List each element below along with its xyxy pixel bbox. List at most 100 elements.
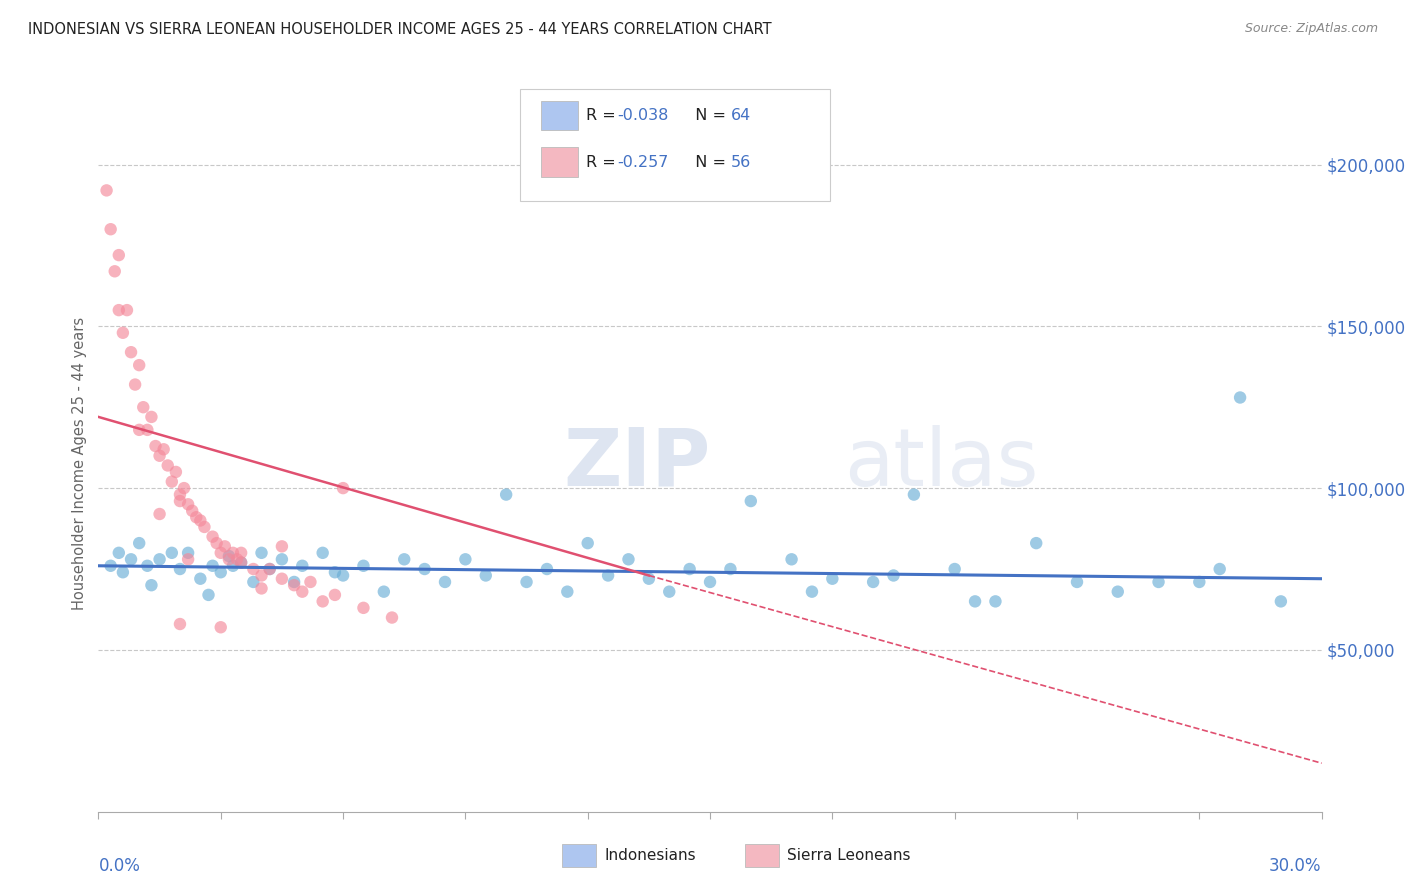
Point	[250, 568, 273, 582]
Text: Indonesians: Indonesians	[605, 848, 696, 863]
Point	[270, 552, 294, 566]
Point	[136, 558, 159, 573]
Point	[780, 552, 803, 566]
Point	[181, 504, 204, 518]
Point	[108, 303, 131, 318]
Point	[156, 458, 179, 473]
Point	[193, 520, 215, 534]
Point	[169, 487, 191, 501]
Point	[186, 510, 208, 524]
Point	[617, 552, 640, 566]
Point	[516, 574, 538, 589]
Y-axis label: Householder Income Ages 25 - 44 years: Householder Income Ages 25 - 44 years	[72, 318, 87, 610]
Point	[128, 423, 150, 437]
Point	[136, 423, 159, 437]
Point	[557, 584, 579, 599]
Point	[141, 578, 163, 592]
Point	[169, 494, 191, 508]
Point	[218, 549, 240, 563]
Point	[1025, 536, 1047, 550]
Point	[259, 562, 281, 576]
Point	[332, 568, 354, 582]
Point	[883, 568, 905, 582]
Point	[201, 530, 224, 544]
Point	[100, 558, 122, 573]
Point	[801, 584, 824, 599]
Text: ZIP: ZIP	[564, 425, 710, 503]
Point	[323, 566, 346, 580]
Point	[108, 546, 131, 560]
Point	[720, 562, 742, 576]
Point	[454, 552, 477, 566]
Point	[218, 552, 240, 566]
Point	[283, 578, 305, 592]
Point	[222, 546, 245, 560]
Point	[100, 222, 122, 236]
Point	[596, 568, 619, 582]
Point	[149, 507, 172, 521]
Point	[984, 594, 1007, 608]
Text: N =: N =	[685, 155, 731, 169]
Point	[188, 572, 212, 586]
Text: -0.038: -0.038	[617, 109, 669, 123]
Point	[197, 588, 219, 602]
Point	[1147, 574, 1170, 589]
Point	[160, 475, 183, 489]
Point	[104, 264, 127, 278]
Point	[115, 303, 138, 318]
Text: atlas: atlas	[845, 425, 1039, 503]
Point	[177, 552, 200, 566]
Point	[381, 610, 404, 624]
Point	[209, 620, 232, 634]
Point	[312, 546, 335, 560]
Point	[862, 574, 884, 589]
Text: R =: R =	[586, 155, 621, 169]
Point	[141, 409, 163, 424]
Point	[111, 326, 134, 340]
Point	[699, 574, 721, 589]
Text: -0.257: -0.257	[617, 155, 669, 169]
Point	[226, 552, 249, 566]
Point	[222, 558, 245, 573]
Point	[231, 556, 253, 570]
Point	[128, 358, 150, 372]
Point	[231, 556, 253, 570]
Point	[299, 574, 322, 589]
Point	[270, 540, 294, 554]
Point	[1270, 594, 1292, 608]
Point	[165, 465, 187, 479]
Point	[169, 617, 191, 632]
Point	[1107, 584, 1129, 599]
Point	[1229, 391, 1251, 405]
Point	[1208, 562, 1232, 576]
Text: INDONESIAN VS SIERRA LEONEAN HOUSEHOLDER INCOME AGES 25 - 44 YEARS CORRELATION C: INDONESIAN VS SIERRA LEONEAN HOUSEHOLDER…	[28, 22, 772, 37]
Point	[188, 513, 212, 527]
Point	[1066, 574, 1088, 589]
Point	[214, 540, 236, 554]
Point	[392, 552, 416, 566]
Point	[259, 562, 281, 576]
Text: 56: 56	[731, 155, 751, 169]
Point	[173, 481, 195, 495]
Point	[474, 568, 498, 582]
Point	[679, 562, 702, 576]
Point	[943, 562, 966, 576]
Point	[638, 572, 661, 586]
Point	[536, 562, 558, 576]
Point	[903, 487, 925, 501]
Point	[96, 183, 118, 197]
Point	[120, 345, 142, 359]
Point	[373, 584, 395, 599]
Point	[413, 562, 436, 576]
Point	[576, 536, 599, 550]
Point	[128, 536, 150, 550]
Point	[231, 546, 253, 560]
Point	[495, 487, 517, 501]
Point	[111, 566, 134, 580]
Text: N =: N =	[685, 109, 731, 123]
Point	[242, 574, 264, 589]
Point	[250, 582, 273, 596]
Text: 30.0%: 30.0%	[1270, 857, 1322, 875]
Point	[312, 594, 335, 608]
Point	[209, 566, 232, 580]
